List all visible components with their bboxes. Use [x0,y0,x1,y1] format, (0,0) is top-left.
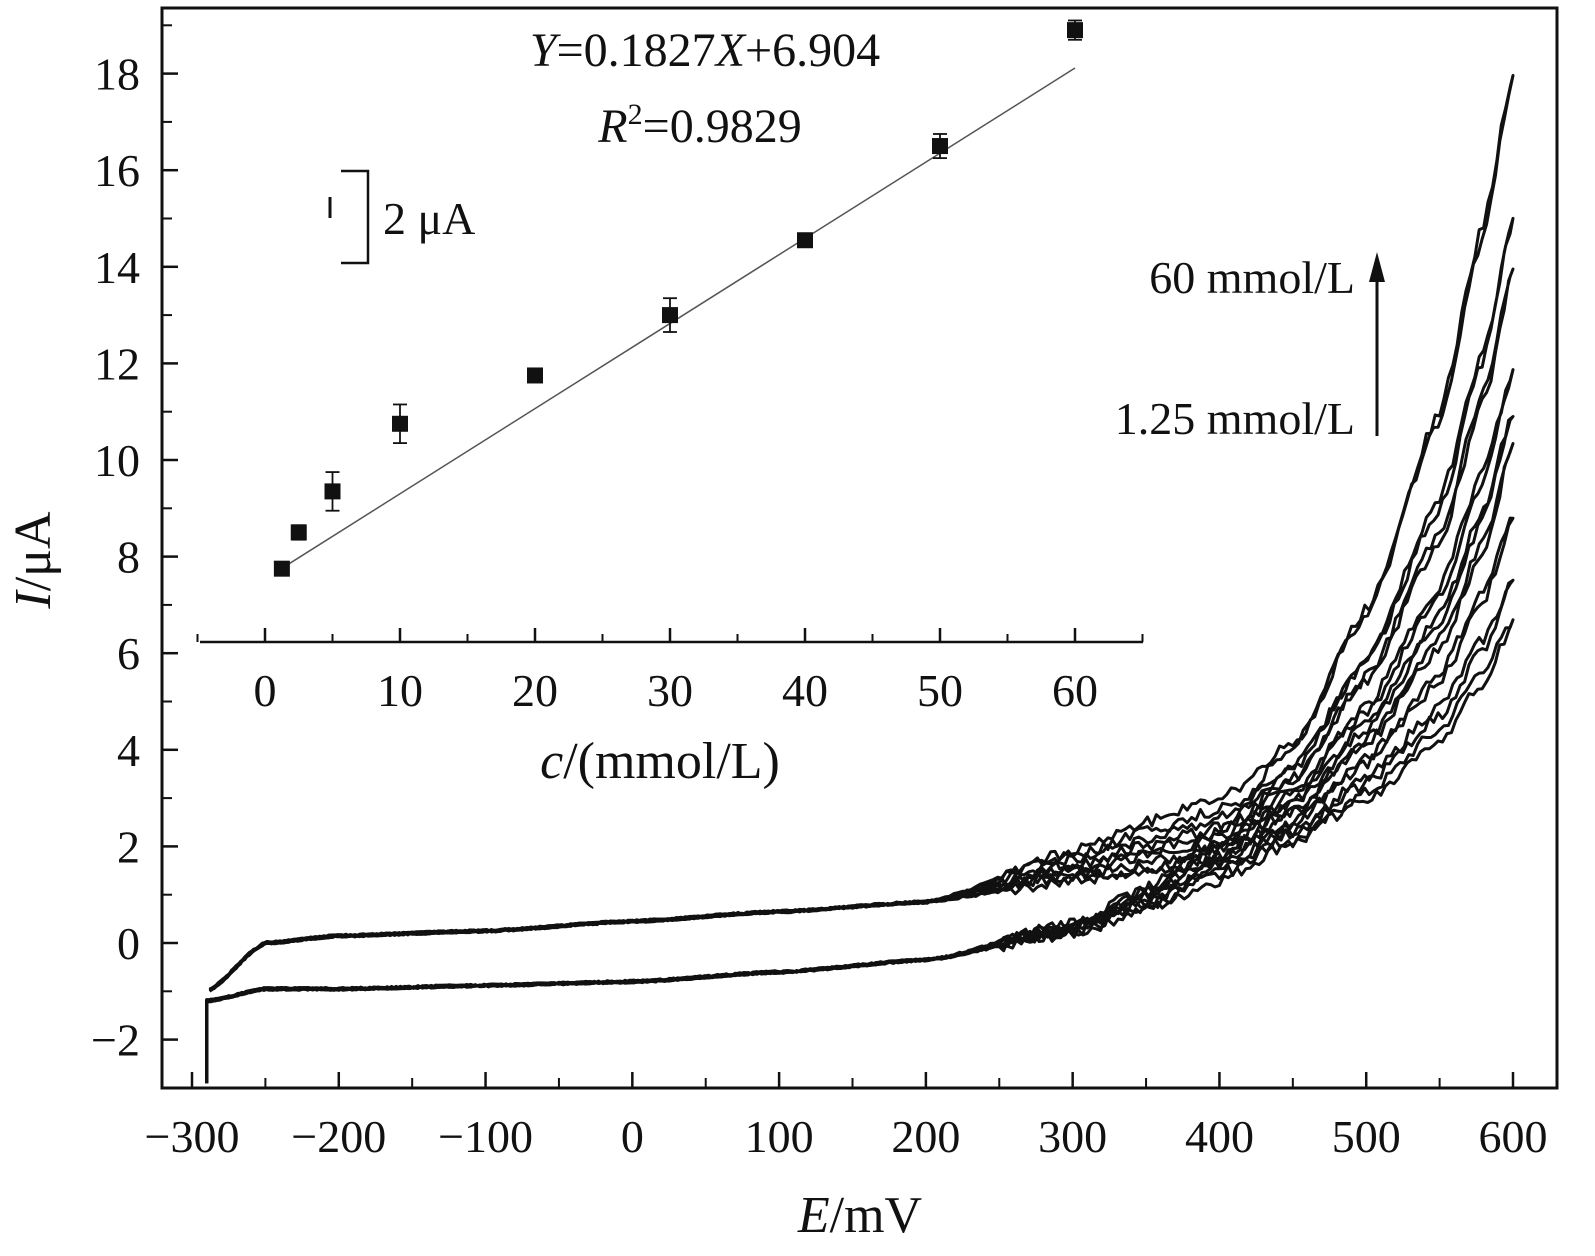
inset-point-5 [662,307,678,324]
y-tick-label: 14 [94,242,140,293]
inset-x-axis: 0 10 20 30 40 50 60 [196,628,1144,716]
x-tick-label: −200 [291,1111,386,1162]
inset-x-tick-label: 40 [782,665,828,716]
inset-point-6 [797,232,813,249]
inset-x-tick-label: 30 [647,665,693,716]
main-plot-frame [160,6,1559,1090]
inset-point-8 [1067,22,1083,39]
cv-series-8 [205,74,1515,1084]
scale-bar: 2 μA [328,169,475,265]
y-tick-label: 0 [117,918,140,969]
y-axis-unit: /μA [5,511,62,591]
r-squared: R2=0.9829 [597,98,801,153]
eq-y-var: Y [530,24,561,77]
inset-point-3 [392,415,408,432]
inset-point-1 [290,524,307,541]
x-tick-label: −100 [438,1111,533,1162]
x-tick-label: 600 [1479,1111,1548,1162]
inset-point-2 [324,483,341,500]
y-tick-label: 4 [117,725,140,776]
y-tick-label: 2 [117,821,140,872]
inset-x-tick-label: 50 [917,665,963,716]
x-tick-label: 500 [1332,1111,1401,1162]
x-axis-var: E [797,1187,830,1244]
inset-x-axis-title: c/(mmol/L) [540,733,780,790]
inset-x-tick-label: 60 [1052,665,1098,716]
x-tick-label: −300 [145,1111,240,1162]
y-tick-label: 8 [117,532,140,583]
y-tick-label: 16 [94,145,140,196]
cv-curves [205,74,1515,1084]
x-axis-unit: /mV [830,1187,922,1244]
y-axis-var: I [5,589,62,610]
x-tick-label: 300 [1038,1111,1107,1162]
inset-x-axis-var: c [540,733,563,790]
inset-point-0 [273,560,290,577]
main-x-axis: −300 −200 −100 0 100 200 300 400 500 600 [145,1072,1548,1162]
main-y-axis: −2 0 2 4 6 8 10 12 14 16 18 [91,24,178,1089]
r2-sup: 2 [628,98,643,131]
eq-x-var: X [714,24,747,77]
x-tick-label: 100 [745,1111,814,1162]
fit-equation: Y=0.1827X+6.904 [530,24,880,77]
x-axis-title: E/mV [797,1187,922,1244]
inset-points [273,19,1083,577]
y-axis-title: I/μA [5,511,62,610]
y-tick-label: 12 [94,338,140,389]
r2-var: R [597,100,627,153]
y-tick-label: 10 [94,435,140,486]
x-tick-label: 0 [621,1111,644,1162]
concentration-arrow [1369,252,1385,436]
inset-x-tick-label: 20 [512,665,558,716]
annotation-bottom-conc: 1.25 mmol/L [1115,393,1355,444]
x-tick-label: 400 [1185,1111,1254,1162]
inset-point-7 [932,138,948,155]
eq-slope: =0.1827 [557,24,716,77]
y-tick-label: 6 [117,628,140,679]
x-tick-label: 200 [891,1111,960,1162]
inset-x-tick-label: 0 [254,665,277,716]
r2-value: =0.9829 [643,100,802,153]
inset-x-axis-unit: /(mmol/L) [563,733,780,790]
inset-point-4 [527,367,543,384]
inset-x-tick-label: 10 [377,665,423,716]
eq-intercept: +6.904 [745,24,880,77]
scale-bar-label: 2 μA [383,193,475,244]
y-tick-label: 18 [94,49,140,100]
y-tick-label: −2 [91,1015,140,1066]
annotation-top-conc: 60 mmol/L [1149,252,1355,303]
